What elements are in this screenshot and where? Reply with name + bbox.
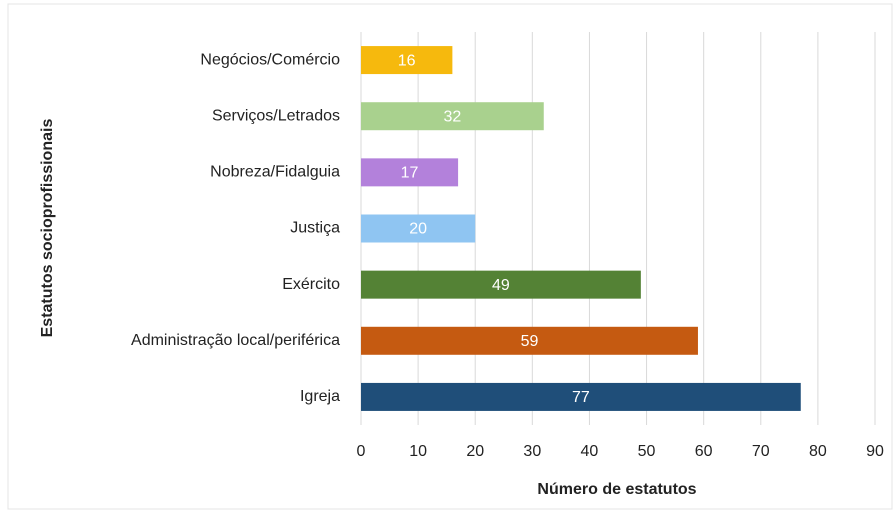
bar: [361, 158, 459, 187]
y-tick-label: Nobreza/Fidalguia: [210, 164, 340, 181]
x-axis-label: Número de estatutos: [537, 481, 696, 498]
y-tick-label: Justiça: [290, 220, 340, 237]
bar: [361, 326, 698, 355]
bar: [361, 102, 544, 131]
bar: [361, 46, 453, 75]
y-tick-label: Igreja: [300, 388, 340, 405]
chart-frame: [7, 3, 893, 510]
bar: [361, 382, 801, 411]
x-tick-label: 0: [357, 443, 366, 460]
data-label: 17: [401, 165, 419, 182]
y-tick-label: Exército: [282, 276, 340, 293]
data-label: 49: [492, 277, 510, 294]
bar: [361, 214, 476, 243]
data-label: 16: [398, 52, 416, 69]
bar: [361, 270, 641, 299]
x-tick-label: 90: [866, 443, 884, 460]
x-tick-label: 40: [581, 443, 599, 460]
data-label: 32: [443, 108, 461, 125]
x-tick-label: 20: [466, 443, 484, 460]
data-label: 77: [572, 389, 590, 406]
y-tick-label: Administração local/periférica: [131, 332, 340, 349]
x-tick-label: 60: [695, 443, 713, 460]
x-tick-label: 10: [409, 443, 427, 460]
data-label: 20: [409, 221, 427, 238]
y-tick-label: Serviços/Letrados: [212, 107, 340, 124]
y-axis-label: Estatutos socioprofissionais: [39, 119, 56, 338]
x-tick-label: 70: [752, 443, 770, 460]
x-tick-label: 30: [523, 443, 541, 460]
x-tick-label: 50: [638, 443, 656, 460]
x-tick-label: 80: [809, 443, 827, 460]
data-label: 59: [521, 333, 539, 350]
y-tick-label: Negócios/Comércio: [200, 51, 340, 68]
